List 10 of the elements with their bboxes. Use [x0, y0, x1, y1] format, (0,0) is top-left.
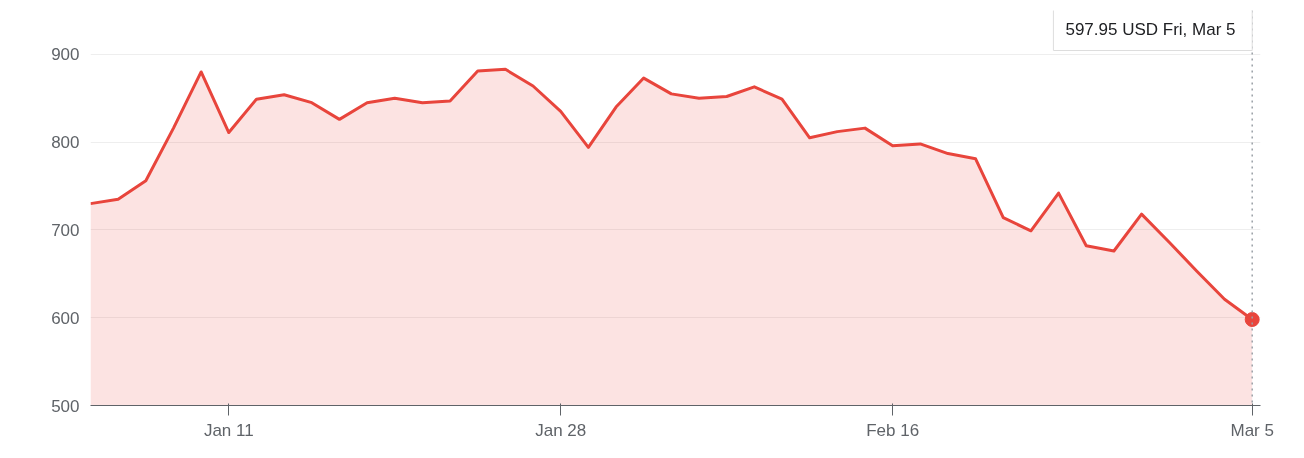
x-tick-label: Feb 16: [866, 420, 920, 440]
y-tick-label: 600: [51, 308, 80, 328]
y-tick-label: 700: [51, 220, 80, 240]
y-tick-label: 900: [51, 45, 80, 65]
x-tick-label: Jan 28: [535, 420, 587, 440]
annotation: 597.95 USD Fri, Mar 5: [1065, 19, 1236, 39]
y-tick-label: 500: [51, 396, 80, 416]
x-tick-label: Jan 11: [203, 420, 254, 440]
y-tick-label: 800: [51, 133, 80, 153]
x-tick-label: Mar 5: [1230, 420, 1274, 440]
